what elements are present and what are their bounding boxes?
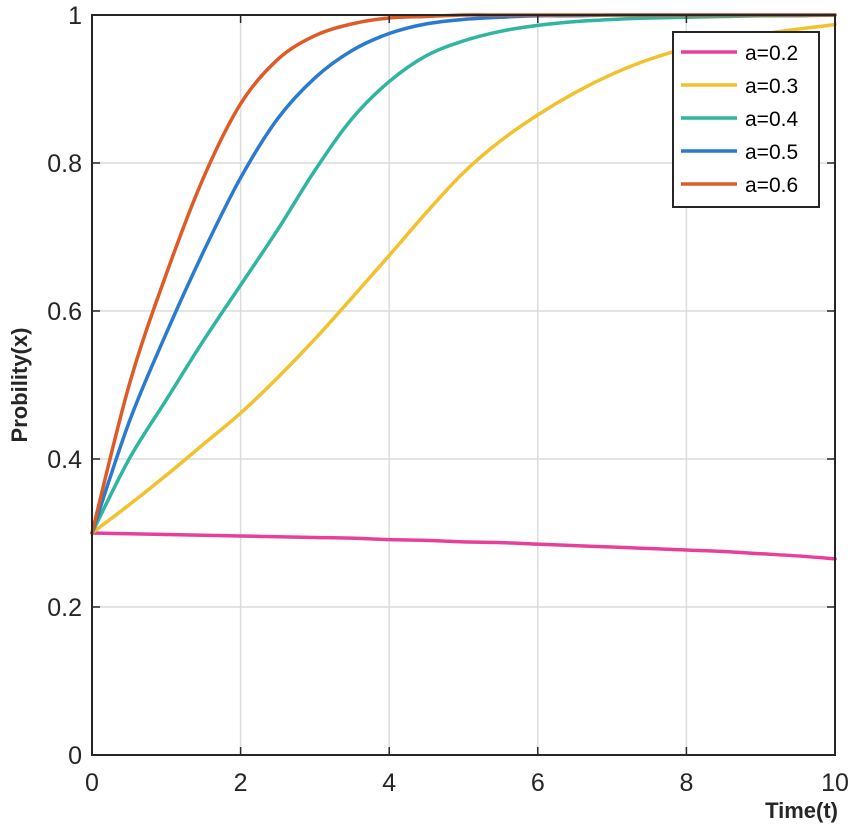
legend-entry: a=0.2 <box>745 42 798 65</box>
y-tick-label: 0.8 <box>47 150 82 178</box>
y-tick-label: 0.4 <box>47 446 82 474</box>
legend-entry: a=0.4 <box>745 108 798 131</box>
series-line-a-0-2 <box>90 531 837 561</box>
axis-ticks <box>91 14 836 756</box>
y-tick-label: 1 <box>68 2 82 30</box>
y-tick-label: 0.2 <box>47 594 82 622</box>
y-axis-label: Probility(x) <box>7 328 32 443</box>
x-tick-label: 8 <box>679 769 693 797</box>
x-axis-label: Time(t) <box>765 798 838 823</box>
plot-frame <box>91 14 836 756</box>
legend-entry: a=0.5 <box>745 141 798 164</box>
x-tick-label: 4 <box>382 769 396 797</box>
legend-entry: a=0.6 <box>745 174 798 197</box>
tick-labels: 0 2 4 6 8 10 0 0.2 0.4 0.6 0.8 1 <box>47 2 849 797</box>
legend: a=0.2 a=0.3 a=0.4 a=0.5 a=0.6 <box>672 31 820 208</box>
x-tick-label: 2 <box>234 769 248 797</box>
x-tick-label: 0 <box>85 769 99 797</box>
y-tick-label: 0.6 <box>47 298 82 326</box>
series-line-a-0-4 <box>90 13 837 535</box>
x-tick-label: 10 <box>821 769 849 797</box>
y-tick-label: 0 <box>68 742 82 770</box>
x-tick-label: 6 <box>531 769 545 797</box>
legend-entry: a=0.3 <box>745 75 798 98</box>
